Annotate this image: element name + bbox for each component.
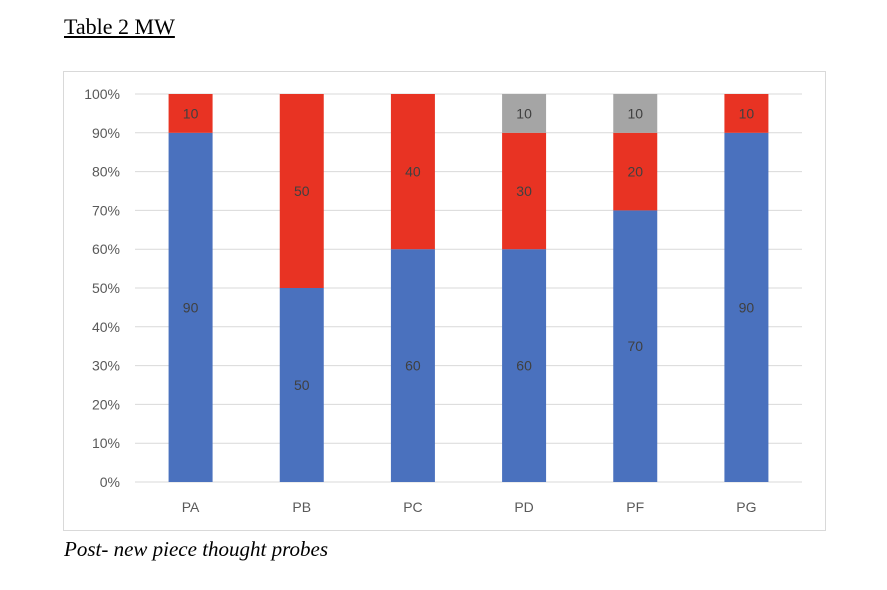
data-label: 70	[627, 338, 643, 354]
data-label: 40	[405, 164, 421, 180]
bar-segment-PD-0	[502, 249, 547, 482]
bar-segment-PB-1	[279, 94, 324, 288]
data-label: 10	[183, 105, 199, 121]
data-label: 50	[294, 183, 310, 199]
data-label: 20	[627, 164, 643, 180]
data-label: 90	[183, 299, 199, 315]
data-label: 90	[739, 299, 755, 315]
y-tick-label: 60%	[92, 241, 120, 257]
x-tick-label: PF	[626, 499, 644, 515]
y-tick-label: 80%	[92, 164, 120, 180]
bar-segment-PF-0	[613, 210, 658, 482]
bar-segment-PC-0	[390, 249, 435, 482]
bar-segment-PD-1	[502, 132, 547, 250]
bar-segment-PF-2	[613, 94, 658, 133]
y-tick-label: 0%	[100, 474, 120, 490]
x-tick-label: PB	[292, 499, 311, 515]
y-tick-label: 20%	[92, 396, 120, 412]
bar-segment-PC-1	[390, 94, 435, 250]
data-label: 60	[405, 358, 421, 374]
chart-title: Table 2 MW	[64, 14, 175, 39]
bar-segment-PG-1	[724, 94, 769, 133]
data-label: 30	[516, 183, 532, 199]
y-tick-label: 10%	[92, 435, 120, 451]
x-tick-label: PG	[736, 499, 756, 515]
data-label: 10	[516, 105, 532, 121]
x-tick-label: PD	[514, 499, 533, 515]
data-label: 60	[516, 358, 532, 374]
data-label: 10	[627, 105, 643, 121]
chart-caption: Post- new piece thought probes	[64, 537, 329, 561]
y-tick-label: 90%	[92, 125, 120, 141]
data-label: 10	[739, 105, 755, 121]
bar-segment-PA-1	[168, 94, 213, 133]
bar-segment-PA-0	[168, 132, 213, 483]
bar-segment-PF-1	[613, 132, 658, 211]
y-tick-label: 70%	[92, 202, 120, 218]
y-tick-label: 100%	[84, 86, 120, 102]
x-tick-label: PC	[403, 499, 422, 515]
data-label: 50	[294, 377, 310, 393]
bar-segment-PB-0	[279, 288, 324, 482]
x-tick-label: PA	[182, 499, 200, 515]
y-tick-label: 40%	[92, 319, 120, 335]
bar-segment-PG-0	[724, 132, 769, 483]
bar-segment-PD-2	[502, 94, 547, 133]
y-tick-label: 30%	[92, 358, 120, 374]
y-tick-label: 50%	[92, 280, 120, 296]
